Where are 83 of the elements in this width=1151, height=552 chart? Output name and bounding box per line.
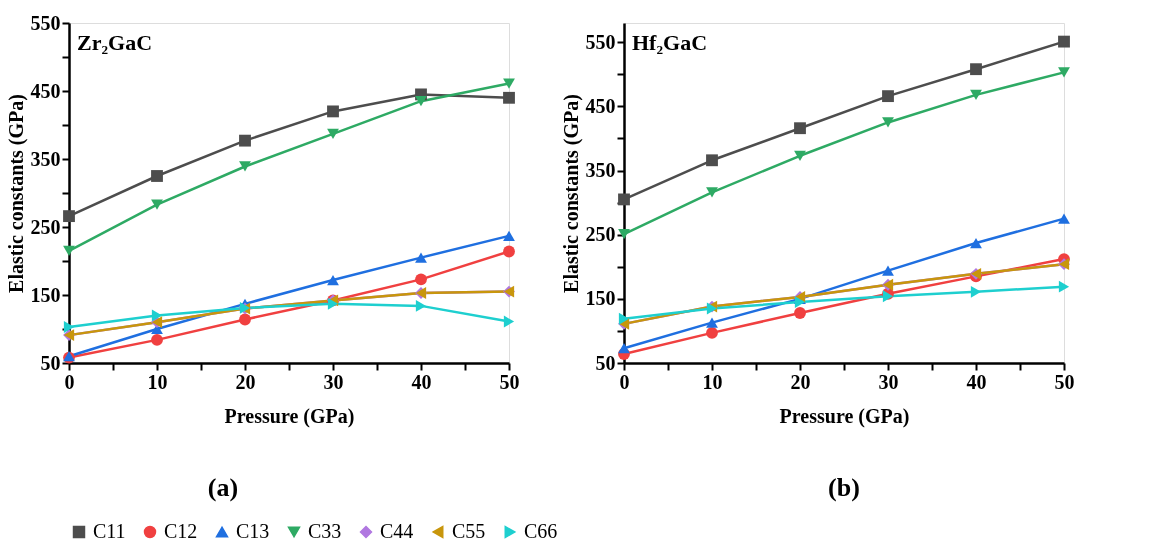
point — [1058, 35, 1070, 48]
point — [618, 343, 630, 354]
point — [706, 317, 718, 328]
point — [327, 128, 339, 139]
point — [63, 210, 75, 223]
point — [706, 187, 718, 198]
x-tick-label: 30 — [323, 370, 344, 393]
text: (b) — [828, 473, 860, 502]
x-tick-label: 10 — [147, 370, 168, 393]
point — [970, 237, 982, 249]
y-tick-label: 50 — [595, 351, 616, 374]
point — [503, 91, 515, 104]
legend-label: C33 — [308, 520, 342, 542]
x-tick-label: 30 — [878, 370, 899, 393]
x-tick-label: 50 — [1054, 370, 1075, 393]
point — [415, 96, 427, 107]
point — [151, 170, 163, 182]
y-tick-label: 350 — [585, 159, 616, 182]
x-axis-title: Pressure (GPa) — [779, 404, 910, 428]
point — [503, 78, 515, 89]
point — [882, 117, 894, 128]
point — [503, 315, 515, 328]
y-tick-label: 50 — [40, 351, 61, 374]
point — [239, 161, 251, 172]
x-tick-label: 20 — [790, 370, 811, 393]
x-axis-title: Pressure (GPa) — [224, 404, 355, 428]
y-tick-label: 150 — [585, 287, 616, 310]
legend-label: C66 — [524, 520, 558, 542]
point — [151, 333, 163, 346]
y-tick-label: 450 — [585, 94, 616, 117]
x-tick-label: 40 — [966, 370, 987, 393]
x-tick-label: 40 — [411, 370, 432, 393]
point — [882, 90, 894, 103]
annotation: Hf₂GaC — [632, 30, 708, 55]
y-tick-label: 350 — [30, 147, 61, 170]
x-tick-label: 0 — [619, 370, 630, 393]
point — [415, 252, 427, 263]
point — [151, 199, 163, 210]
legend-label: C11 — [93, 520, 126, 542]
point — [706, 326, 718, 339]
x-tick-label: 20 — [235, 370, 256, 393]
point — [970, 285, 982, 298]
point — [503, 230, 515, 241]
point — [327, 274, 339, 286]
point — [63, 245, 75, 256]
point — [1058, 213, 1070, 224]
x-tick-label: 50 — [499, 370, 520, 393]
legend-label: C13 — [236, 520, 270, 542]
point — [794, 122, 806, 135]
y-axis-title: Elastic constants (GPa) — [4, 94, 28, 293]
point — [794, 296, 806, 308]
legend-label: C55 — [452, 520, 486, 542]
point — [970, 89, 982, 100]
point — [706, 154, 718, 167]
point — [415, 299, 427, 312]
point — [503, 245, 515, 258]
point — [415, 273, 427, 286]
point — [1058, 280, 1070, 293]
y-tick-label: 150 — [30, 283, 61, 306]
annotation: Zr₂GaC — [77, 30, 153, 55]
point — [794, 307, 806, 319]
y-tick-label: 250 — [30, 215, 61, 238]
point — [239, 134, 251, 147]
text: (a) — [207, 473, 239, 502]
point — [327, 105, 339, 118]
y-tick-label: 450 — [30, 79, 61, 102]
y-tick-label: 250 — [585, 223, 616, 246]
y-axis-title: Elastic constants (GPa) — [559, 94, 583, 293]
point — [63, 321, 75, 333]
point — [970, 63, 982, 76]
point — [618, 193, 630, 206]
x-tick-label: 0 — [64, 370, 75, 393]
point — [794, 150, 806, 161]
x-tick-label: 10 — [702, 370, 723, 393]
point — [882, 265, 894, 276]
point — [1058, 67, 1070, 78]
point — [618, 312, 630, 325]
point — [618, 228, 630, 240]
point — [239, 313, 251, 326]
legend-label: C12 — [164, 520, 198, 542]
legend-label: C44 — [380, 520, 414, 542]
y-tick-label: 550 — [30, 11, 61, 34]
y-tick-label: 550 — [585, 30, 616, 53]
